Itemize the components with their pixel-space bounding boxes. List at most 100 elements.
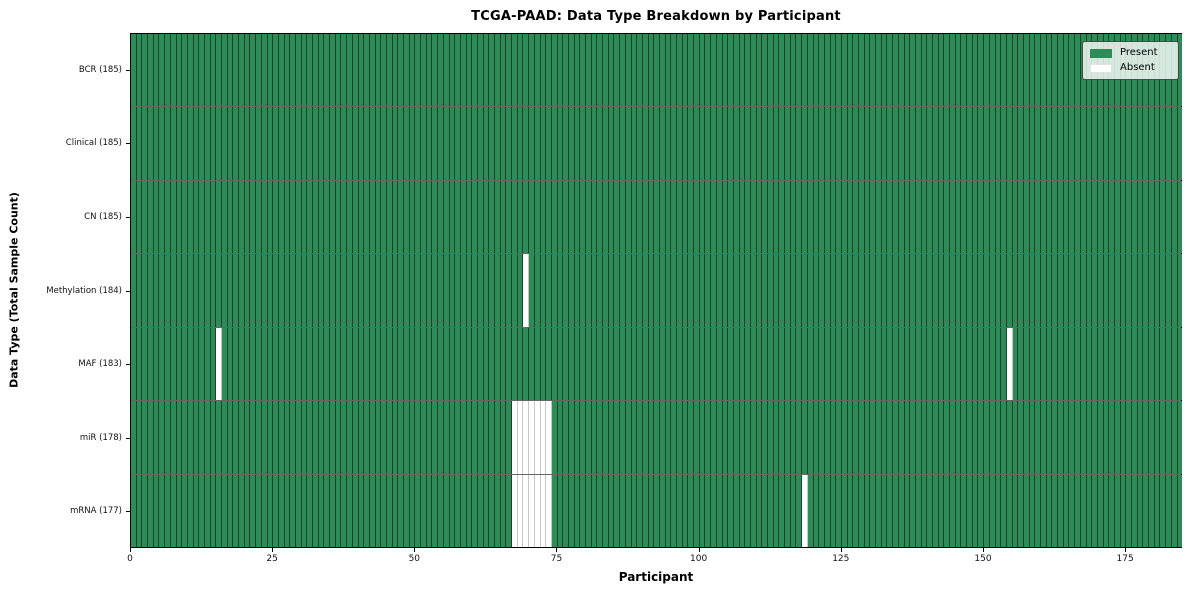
participant-cell bbox=[227, 180, 234, 254]
participant-cell bbox=[876, 474, 882, 547]
participant-cell bbox=[824, 180, 831, 254]
participant-cell bbox=[608, 327, 615, 401]
participant-cell bbox=[961, 327, 968, 401]
participant-cell bbox=[1080, 107, 1087, 180]
participant-cell bbox=[318, 327, 325, 401]
participant-cell bbox=[927, 327, 933, 401]
participant-cell bbox=[1126, 327, 1132, 401]
participant-cell bbox=[170, 107, 177, 180]
participant-cell bbox=[352, 401, 359, 474]
participant-cell bbox=[358, 474, 365, 547]
participant-cell bbox=[745, 107, 751, 180]
participant-cell bbox=[512, 327, 518, 401]
participant-cell bbox=[574, 401, 581, 474]
x-tick-label: 100 bbox=[690, 554, 708, 564]
participant-cell bbox=[819, 327, 825, 401]
participant-cell bbox=[239, 254, 245, 327]
participant-cell bbox=[1086, 327, 1093, 401]
participant-cell bbox=[614, 254, 621, 327]
participant-cell bbox=[1166, 401, 1172, 474]
participant-cell bbox=[1092, 180, 1098, 254]
participant-cell bbox=[910, 180, 916, 254]
participant-cell bbox=[1177, 254, 1183, 327]
participant-cell bbox=[813, 254, 820, 327]
participant-cell bbox=[523, 474, 530, 547]
participant-cell bbox=[1103, 180, 1110, 254]
participant-cell bbox=[330, 107, 336, 180]
participant-cell bbox=[887, 180, 894, 254]
participant-cell bbox=[176, 180, 183, 254]
participant-cell bbox=[984, 327, 990, 401]
participant-cell bbox=[358, 34, 365, 107]
participant-cell bbox=[972, 474, 979, 547]
participant-cell bbox=[574, 107, 581, 180]
participant-cell bbox=[557, 34, 564, 107]
participant-cell bbox=[1063, 401, 1070, 474]
participant-cell bbox=[671, 327, 677, 401]
participant-cell bbox=[859, 474, 865, 547]
participant-cell bbox=[512, 34, 518, 107]
y-tick-label-mir: miR (178) bbox=[79, 432, 122, 443]
participant-cell bbox=[534, 180, 541, 254]
participant-cell bbox=[409, 107, 416, 180]
participant-cell bbox=[910, 327, 916, 401]
participant-cell bbox=[802, 327, 808, 401]
participant-cell bbox=[1018, 107, 1024, 180]
participant-cell bbox=[546, 474, 552, 547]
participant-cell bbox=[876, 327, 882, 401]
participant-cell bbox=[153, 254, 160, 327]
present-swatch-icon bbox=[1090, 48, 1112, 58]
participant-cell bbox=[392, 34, 399, 107]
participant-cell bbox=[665, 401, 672, 474]
participant-cell bbox=[204, 180, 211, 254]
participant-cell bbox=[864, 180, 871, 254]
participant-cell bbox=[989, 327, 996, 401]
participant-cell bbox=[335, 107, 342, 180]
x-tick-mark bbox=[698, 548, 700, 552]
participant-cell bbox=[375, 107, 382, 180]
participant-cell bbox=[153, 474, 160, 547]
participant-cell bbox=[625, 180, 632, 254]
participant-cell bbox=[1012, 107, 1019, 180]
participant-cell bbox=[512, 401, 518, 474]
participant-cell bbox=[540, 327, 547, 401]
participant-cell bbox=[222, 180, 228, 254]
participant-cell bbox=[239, 34, 245, 107]
participant-cell bbox=[637, 401, 643, 474]
participant-cell bbox=[910, 254, 916, 327]
participant-cell bbox=[495, 401, 501, 474]
participant-cell bbox=[489, 34, 495, 107]
participant-cell bbox=[893, 254, 899, 327]
participant-cell bbox=[1075, 107, 1081, 180]
participant-cell bbox=[455, 254, 461, 327]
participant-cell bbox=[142, 254, 149, 327]
participant-cell bbox=[313, 107, 319, 180]
participant-cell bbox=[176, 34, 183, 107]
participant-cell bbox=[910, 34, 916, 107]
participant-cell bbox=[210, 34, 217, 107]
participant-cell bbox=[273, 180, 279, 254]
participant-cell bbox=[927, 180, 933, 254]
participant-cell bbox=[750, 180, 757, 254]
participant-cell bbox=[836, 34, 842, 107]
participant-cell bbox=[773, 254, 780, 327]
participant-cell bbox=[193, 34, 200, 107]
participant-cell bbox=[614, 107, 621, 180]
participant-cell bbox=[995, 401, 1002, 474]
participant-cell bbox=[159, 180, 166, 254]
participant-cell bbox=[859, 107, 865, 180]
participant-cell bbox=[1006, 107, 1013, 180]
participant-cell bbox=[159, 107, 166, 180]
participant-cell bbox=[1029, 180, 1036, 254]
participant-cell bbox=[921, 474, 928, 547]
participant-cell bbox=[915, 474, 922, 547]
participant-cell bbox=[938, 401, 945, 474]
participant-cell bbox=[688, 327, 695, 401]
participant-cell bbox=[989, 474, 996, 547]
participant-cell bbox=[131, 474, 137, 547]
participant-cell bbox=[642, 107, 649, 180]
participant-cell bbox=[802, 254, 808, 327]
participant-cell bbox=[165, 401, 171, 474]
participant-cell bbox=[165, 107, 171, 180]
participant-cell bbox=[466, 107, 473, 180]
